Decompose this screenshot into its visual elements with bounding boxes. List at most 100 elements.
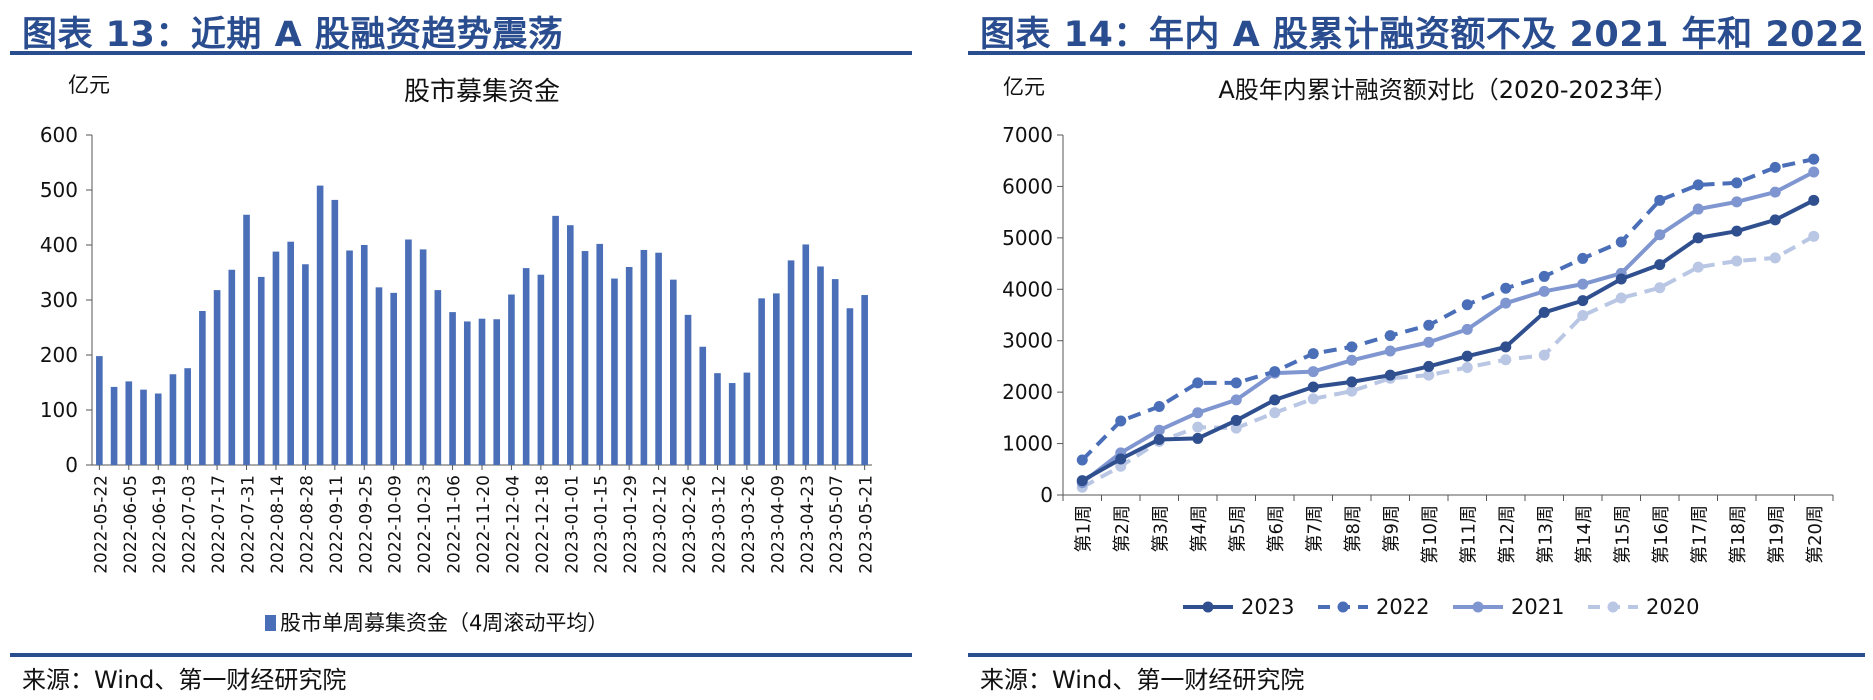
series-point-2022 xyxy=(1346,341,1358,353)
left-bar xyxy=(140,389,147,465)
series-point-2021 xyxy=(1808,166,1820,178)
left-bar xyxy=(346,250,353,465)
series-point-2020 xyxy=(1654,282,1666,294)
series-point-2022 xyxy=(1731,177,1743,189)
series-point-2023 xyxy=(1808,194,1820,206)
left-bar xyxy=(596,243,604,465)
series-line-2023 xyxy=(1081,198,1815,483)
right-x-tick-label: 第8周 xyxy=(1343,505,1364,552)
left-legend-swatch xyxy=(265,615,276,631)
right-x-tick-label: 第10周 xyxy=(1420,505,1441,564)
left-bar xyxy=(581,251,589,465)
right-y-tick-label: 1000 xyxy=(1002,432,1053,456)
right-x-tick-label: 第19周 xyxy=(1766,505,1787,564)
left-bar xyxy=(287,241,294,465)
left-bar xyxy=(743,372,751,465)
left-figure-panel: 图表 13：近期 A 股融资趋势震荡 股市募集资金 亿元 0 100 200 300 400… xyxy=(0,0,920,700)
left-x-tick-label: 2022-09-11 xyxy=(327,475,347,574)
left-x-tick-label: 2022-08-14 xyxy=(268,475,288,574)
right-y-tick-label: 4000 xyxy=(1002,277,1053,301)
left-bar xyxy=(302,264,309,465)
left-bar xyxy=(817,266,824,465)
series-point-2021 xyxy=(1577,278,1589,290)
series-point-2023 xyxy=(1115,453,1127,465)
left-bar xyxy=(522,268,530,465)
series-point-2020 xyxy=(1692,261,1704,273)
right-x-tick-label: 第9周 xyxy=(1381,505,1402,552)
right-x-tick-label: 第12周 xyxy=(1497,505,1518,564)
left-bar xyxy=(154,393,162,465)
left-x-tick-label: 2022-06-05 xyxy=(121,475,141,574)
left-bar xyxy=(640,249,648,465)
series-point-2020 xyxy=(1500,354,1512,366)
left-x-tick-label: 2023-03-12 xyxy=(709,475,729,574)
left-x-tick-label: 2023-02-26 xyxy=(680,475,700,574)
series-point-2021 xyxy=(1423,336,1435,348)
right-y-tick-label: 0 xyxy=(1040,483,1053,507)
series-point-2023 xyxy=(1500,341,1512,353)
series-point-2023 xyxy=(1384,369,1396,381)
left-bar xyxy=(375,287,383,465)
left-bar xyxy=(655,252,662,465)
left-source-note: 来源：Wind、第一财经研究院 xyxy=(22,666,347,694)
series-point-2020 xyxy=(1346,385,1358,397)
series-point-2023 xyxy=(1692,232,1704,244)
series-point-2020 xyxy=(1808,230,1820,242)
left-x-tick-label: 2022-09-25 xyxy=(356,475,376,574)
series-point-2022 xyxy=(1153,401,1165,413)
left-bar xyxy=(331,199,339,465)
right-x-tick-label: 第4周 xyxy=(1189,505,1210,552)
left-bar xyxy=(566,225,574,465)
series-point-2020 xyxy=(1461,361,1473,373)
left-bar xyxy=(449,312,456,465)
series-point-2021 xyxy=(1500,297,1512,309)
right-x-tick-label: 第2周 xyxy=(1112,505,1133,552)
left-bar xyxy=(110,386,118,465)
left-x-tick-label: 2022-05-22 xyxy=(91,475,111,574)
left-bar xyxy=(419,249,427,465)
series-point-2023 xyxy=(1577,295,1589,307)
right-x-tick-label: 第15周 xyxy=(1612,505,1633,564)
series-point-2023 xyxy=(1076,475,1088,487)
left-x-tick-label: 2022-07-03 xyxy=(180,475,200,574)
left-y-unit: 亿元 xyxy=(68,73,110,97)
left-x-tick-label: 2022-08-28 xyxy=(297,475,317,574)
left-x-tick-label: 2022-07-17 xyxy=(209,475,229,574)
right-y-tick-label: 3000 xyxy=(1002,329,1053,353)
right-x-tick-label: 第20周 xyxy=(1805,505,1826,564)
series-point-2022 xyxy=(1307,348,1319,360)
series-point-2023 xyxy=(1307,381,1319,393)
series-point-2021 xyxy=(1192,407,1204,419)
series-point-2021 xyxy=(1731,196,1743,208)
series-point-2022 xyxy=(1769,161,1781,173)
left-bar xyxy=(405,239,412,465)
series-point-2021 xyxy=(1307,366,1319,378)
left-x-tick-label: 2022-12-04 xyxy=(503,475,523,574)
right-x-tick-label: 第3周 xyxy=(1150,505,1171,552)
left-y-tick-label: 400 xyxy=(40,233,78,257)
left-y-tick-label: 300 xyxy=(40,288,78,312)
left-x-tick-label: 2022-11-20 xyxy=(474,475,494,574)
series-point-2022 xyxy=(1500,282,1512,294)
series-point-2021 xyxy=(1654,229,1666,241)
right-y-unit: 亿元 xyxy=(1003,75,1045,99)
right-x-tick-label: 第14周 xyxy=(1574,505,1595,564)
left-bar xyxy=(846,308,854,465)
left-bar xyxy=(463,321,471,465)
left-y-tick-label: 600 xyxy=(40,123,78,147)
left-legend-label: 股市单周募集资金（4周滚动平均） xyxy=(280,611,608,635)
series-point-2023 xyxy=(1461,350,1473,362)
series-point-2021 xyxy=(1230,394,1242,406)
left-bar xyxy=(184,368,191,465)
series-point-2022 xyxy=(1269,366,1281,378)
left-x-tick-label: 2023-05-21 xyxy=(857,475,877,574)
series-point-2021 xyxy=(1346,354,1358,366)
left-bar xyxy=(390,292,398,465)
series-point-2022 xyxy=(1692,179,1704,191)
left-y-tick-label: 0 xyxy=(65,453,78,477)
left-bar xyxy=(714,373,721,465)
right-x-tick-label: 第7周 xyxy=(1304,505,1325,552)
left-bar xyxy=(552,215,559,465)
left-chart-title: 股市募集资金 xyxy=(404,77,560,107)
right-source-rule xyxy=(968,653,1865,657)
